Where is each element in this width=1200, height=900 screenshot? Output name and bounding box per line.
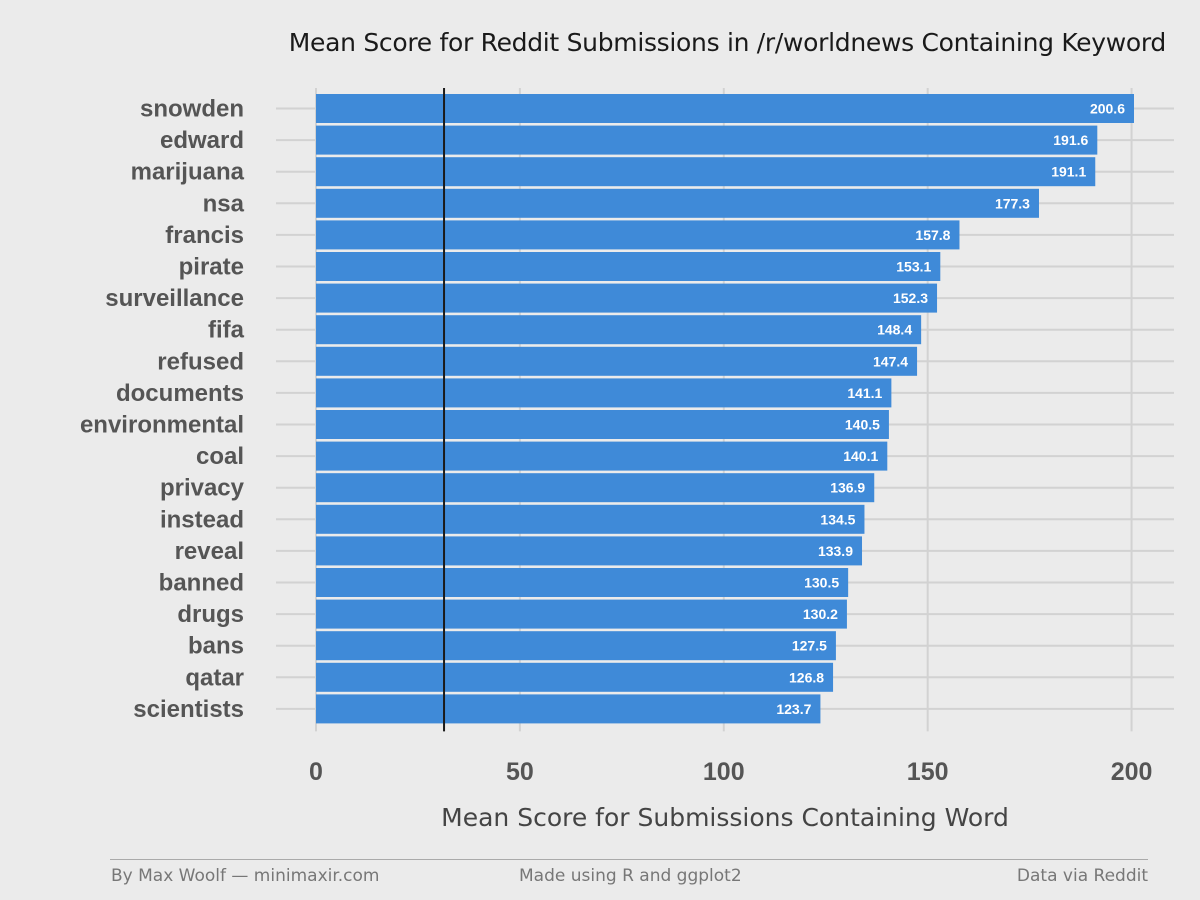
bar	[316, 441, 888, 471]
data-label: 200.6	[1090, 101, 1125, 117]
data-label: 153.1	[896, 259, 931, 275]
y-tick-label: nsa	[203, 190, 245, 217]
x-tick-label: 0	[309, 758, 323, 786]
y-tick-label: environmental	[80, 412, 244, 439]
bar	[316, 157, 1096, 187]
bar	[316, 283, 938, 313]
bar	[316, 346, 918, 376]
data-label: 130.5	[804, 575, 839, 591]
y-tick-label: banned	[159, 570, 244, 597]
bar	[316, 694, 821, 724]
data-label: 191.6	[1053, 132, 1088, 148]
bar	[316, 504, 865, 534]
data-label: 136.9	[830, 480, 865, 496]
y-tick-label: privacy	[160, 475, 245, 502]
bar	[316, 220, 960, 250]
y-tick-label: marijuana	[131, 159, 245, 186]
x-tick-label: 200	[1111, 758, 1153, 786]
x-tick-labels: 0 50 100 150 200	[309, 758, 1152, 786]
y-tick-label: francis	[165, 222, 244, 249]
y-tick-label: drugs	[177, 601, 244, 628]
bar	[316, 568, 849, 597]
data-label: 140.1	[843, 448, 878, 464]
bar	[316, 378, 892, 408]
data-label: 147.4	[873, 353, 908, 369]
y-tick-label: snowden	[140, 96, 244, 123]
y-tick-label: qatar	[185, 664, 244, 691]
footer-divider	[110, 859, 1148, 860]
bar	[316, 125, 1098, 155]
y-tick-label: edward	[160, 127, 244, 154]
x-tick-label: 50	[506, 758, 534, 786]
bar	[316, 473, 875, 503]
data-label: 127.5	[792, 638, 827, 654]
bar	[316, 662, 834, 692]
data-label: 134.5	[820, 511, 855, 527]
data-label: 152.3	[893, 290, 928, 306]
chart-title: Mean Score for Reddit Submissions in /r/…	[288, 28, 1167, 57]
footer-credit: By Max Woolf — minimaxir.com	[111, 866, 380, 886]
bar	[316, 94, 1134, 123]
data-label: 123.7	[776, 701, 811, 717]
y-tick-label: bans	[188, 633, 244, 660]
footer-source: Data via Reddit	[1016, 866, 1148, 886]
x-tick-label: 100	[703, 758, 745, 786]
y-tick-label: instead	[160, 506, 244, 533]
footer-tools: Made using R and ggplot2	[519, 866, 742, 886]
y-tick-label: pirate	[179, 254, 244, 281]
y-tick-label: fifa	[208, 317, 245, 344]
bar	[316, 599, 847, 629]
bar	[316, 410, 889, 439]
bar	[316, 252, 941, 281]
bar	[316, 536, 863, 566]
y-tick-label: documents	[116, 380, 244, 407]
data-label: 177.3	[995, 195, 1030, 211]
data-label: 133.9	[818, 543, 853, 559]
y-tick-label: reveal	[175, 538, 244, 565]
bar	[316, 315, 922, 345]
category-labels: snowden edward marijuana nsa francis pirate su…	[80, 96, 245, 723]
data-label: 157.8	[915, 227, 950, 243]
y-tick-label: surveillance	[105, 285, 244, 312]
data-label: 191.1	[1051, 164, 1086, 180]
bar	[316, 188, 1039, 218]
data-label: 148.4	[877, 322, 912, 338]
y-tick-label: refused	[157, 348, 244, 375]
data-label: 140.5	[845, 417, 880, 433]
y-tick-label: scientists	[133, 696, 244, 723]
bar	[316, 631, 836, 661]
data-label: 126.8	[789, 669, 824, 685]
x-axis-title: Mean Score for Submissions Containing Wo…	[441, 803, 1009, 832]
data-label: 141.1	[847, 385, 882, 401]
x-tick-label: 150	[907, 758, 949, 786]
y-tick-label: coal	[196, 443, 244, 470]
data-label: 130.2	[803, 606, 838, 622]
